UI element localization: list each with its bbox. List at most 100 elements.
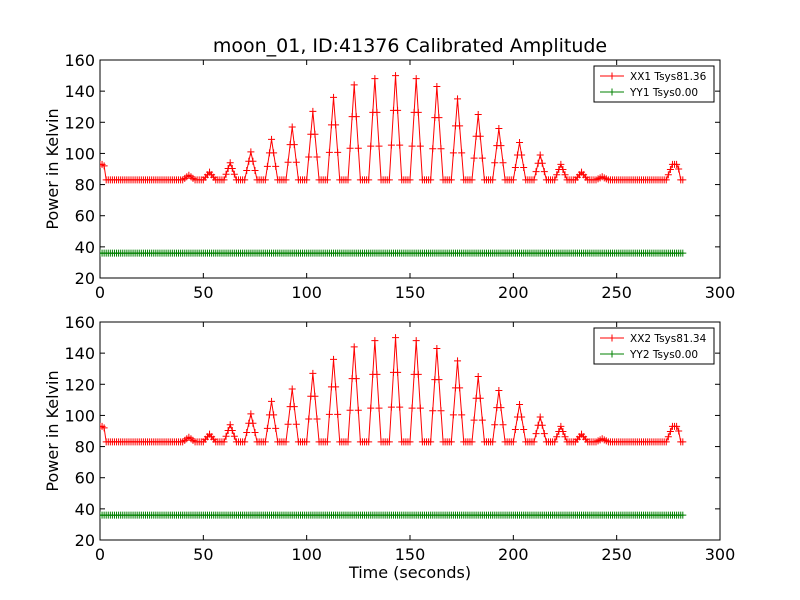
- legend-label: YY2 Tsys0.00: [629, 349, 698, 361]
- y-tick-label: 40: [75, 500, 95, 519]
- y-tick-label: 160: [64, 313, 95, 332]
- data-point: [499, 421, 507, 429]
- data-point: [491, 421, 499, 429]
- data-point: [365, 176, 373, 184]
- data-point: [470, 154, 478, 162]
- data-point: [263, 162, 271, 170]
- data-point: [679, 176, 687, 184]
- data-point: [495, 387, 503, 395]
- legend-marker: [608, 88, 616, 96]
- data-point: [392, 334, 400, 342]
- legend-label: XX2 Tsys81.34: [630, 333, 707, 345]
- data-point: [313, 415, 321, 423]
- y-axis-label: Power in Kelvin: [43, 108, 62, 229]
- data-point: [396, 403, 404, 411]
- data-point: [371, 337, 379, 345]
- data-point: [679, 249, 687, 257]
- data-point: [416, 404, 424, 412]
- data-point: [497, 404, 505, 412]
- data-point: [305, 415, 313, 423]
- data-point: [559, 428, 567, 436]
- data-point: [272, 424, 280, 432]
- x-tick-label: 300: [705, 545, 736, 564]
- data-point: [456, 384, 464, 392]
- y-tick-label: 60: [75, 469, 95, 488]
- data-point: [309, 107, 317, 115]
- data-point: [474, 111, 482, 118]
- data-point: [679, 511, 687, 519]
- data-point: [226, 159, 234, 167]
- series-1: [100, 72, 687, 184]
- data-point: [303, 176, 311, 184]
- data-point: [662, 438, 670, 446]
- data-point: [454, 357, 462, 365]
- y-tick-label: 80: [75, 176, 95, 195]
- data-point: [520, 425, 528, 433]
- data-point: [371, 75, 379, 83]
- y-tick-label: 140: [64, 82, 95, 101]
- y-tick-label: 120: [64, 375, 95, 394]
- data-point: [447, 438, 455, 446]
- data-point: [288, 123, 296, 131]
- data-point: [538, 159, 546, 167]
- data-point: [247, 410, 255, 418]
- data-point: [247, 148, 255, 156]
- x-tick-label: 200: [498, 545, 529, 564]
- data-point: [292, 420, 300, 428]
- data-point: [433, 82, 441, 90]
- data-point: [489, 438, 497, 446]
- y-tick-label: 100: [64, 144, 95, 163]
- data-point: [226, 421, 234, 429]
- x-tick-label: 150: [395, 545, 426, 564]
- data-point: [437, 145, 445, 153]
- data-point: [311, 392, 319, 400]
- data-point: [344, 438, 352, 446]
- y-tick-label: 120: [64, 113, 95, 132]
- series-markers: [100, 511, 687, 519]
- data-point: [350, 81, 358, 89]
- data-point: [476, 132, 484, 140]
- legend-marker: [608, 350, 616, 358]
- data-point: [478, 154, 486, 162]
- data-point: [288, 385, 296, 393]
- data-point: [476, 394, 484, 402]
- x-tick-label: 50: [193, 545, 213, 564]
- data-point: [406, 176, 414, 184]
- data-point: [530, 176, 538, 184]
- data-point: [354, 406, 362, 414]
- x-tick-label: 200: [498, 283, 529, 302]
- data-point: [458, 411, 466, 419]
- data-point: [561, 433, 569, 441]
- y-tick-label: 60: [75, 207, 95, 226]
- data-point: [334, 148, 342, 156]
- data-point: [352, 375, 360, 383]
- data-point: [344, 176, 352, 184]
- data-point: [499, 159, 507, 167]
- data-point: [470, 416, 478, 424]
- data-point: [557, 160, 565, 168]
- legend: XX1 Tsys81.36 YY1 Tsys0.00: [593, 65, 715, 103]
- data-point: [230, 432, 238, 440]
- x-tick-label: 100: [291, 545, 322, 564]
- data-point: [334, 410, 342, 418]
- data-point: [427, 438, 435, 446]
- data-point: [261, 176, 269, 184]
- data-point: [268, 397, 276, 405]
- data-point: [230, 170, 238, 178]
- data-point: [261, 438, 269, 446]
- data-point: [272, 162, 280, 170]
- data-point: [532, 430, 540, 438]
- series-markers: [100, 249, 687, 257]
- data-point: [489, 176, 497, 184]
- data-point: [313, 153, 321, 161]
- data-point: [270, 149, 278, 157]
- y-tick-label: 40: [75, 238, 95, 257]
- data-point: [416, 142, 424, 150]
- data-point: [516, 139, 524, 147]
- data-point: [323, 176, 331, 184]
- data-point: [228, 164, 236, 172]
- y-tick-label: 80: [75, 438, 95, 457]
- x-tick-label: 0: [95, 283, 105, 302]
- data-point: [662, 176, 670, 184]
- x-tick-label: 50: [193, 283, 213, 302]
